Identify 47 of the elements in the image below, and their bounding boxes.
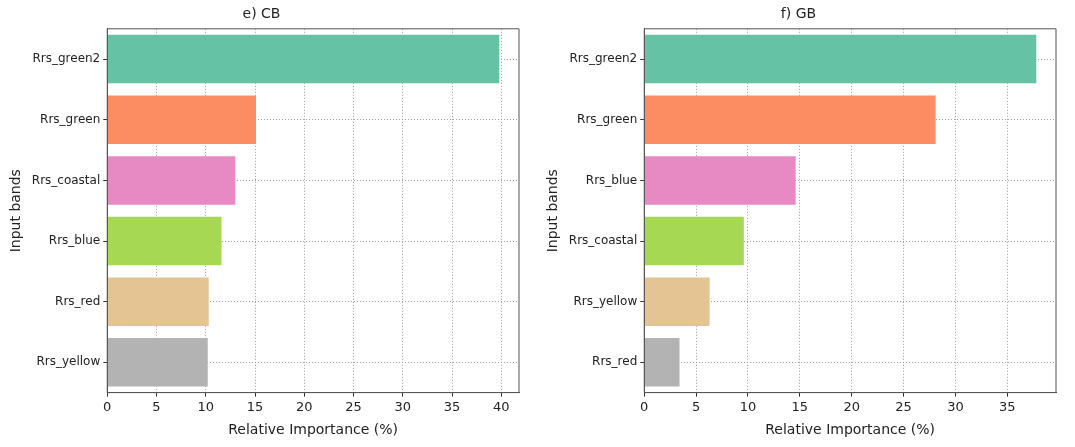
x-tick-label: 10	[739, 398, 757, 414]
bar	[107, 95, 256, 144]
bar	[644, 338, 680, 387]
x-tick-label: 35	[443, 398, 461, 414]
x-axis-title: Relative Importance (%)	[765, 421, 936, 438]
x-axis-title: Relative Importance (%)	[228, 421, 399, 438]
bar	[107, 216, 222, 266]
y-tick-label: Rrs_coastal	[31, 172, 101, 187]
x-tick-label: 40	[493, 398, 510, 414]
x-tick-label: 30	[947, 398, 964, 414]
bar	[107, 156, 236, 205]
y-tick-label: Rrs_green2	[32, 51, 101, 66]
x-tick-label: 0	[103, 398, 112, 414]
x-tick-label: 5	[691, 398, 701, 414]
x-tick-label: 30	[394, 398, 412, 414]
y-tick-label: Rrs_green	[40, 111, 101, 126]
x-tick-label: 25	[895, 398, 912, 414]
y-tick-label: Rrs_red	[55, 293, 101, 308]
y-tick-label: Rrs_green	[577, 111, 638, 126]
chart-title: e) CB	[242, 5, 281, 22]
y-axis-title: Input bands	[7, 169, 24, 253]
y-tick-label: Rrs_green2	[569, 51, 638, 66]
y-tick-label: Rrs_red	[592, 354, 638, 369]
bar	[644, 34, 1037, 84]
x-tick-label: 35	[998, 398, 1016, 414]
y-axis-title: Input bands	[544, 169, 561, 253]
x-tick-label: 20	[295, 398, 313, 414]
y-tick-label: Rrs_coastal	[568, 233, 638, 248]
bar	[644, 277, 710, 326]
bar	[107, 338, 208, 387]
y-tick-label: Rrs_yellow	[36, 354, 101, 369]
y-tick-label: Rrs_yellow	[573, 293, 638, 308]
x-tick-label: 0	[640, 398, 649, 414]
bar	[644, 95, 936, 144]
x-tick-label: 15	[791, 398, 809, 414]
y-tick-label: Rrs_blue	[48, 233, 101, 248]
bar	[644, 216, 744, 266]
chart-title: f) GB	[780, 5, 817, 22]
bar	[644, 156, 796, 205]
y-tick-label: Rrs_blue	[585, 172, 638, 187]
x-tick-label: 15	[246, 398, 264, 414]
x-tick-label: 5	[152, 398, 161, 414]
x-tick-label: 10	[197, 398, 215, 414]
x-tick-label: 25	[345, 398, 362, 414]
bar	[107, 34, 500, 84]
x-tick-label: 20	[843, 398, 860, 414]
bar	[107, 277, 209, 326]
